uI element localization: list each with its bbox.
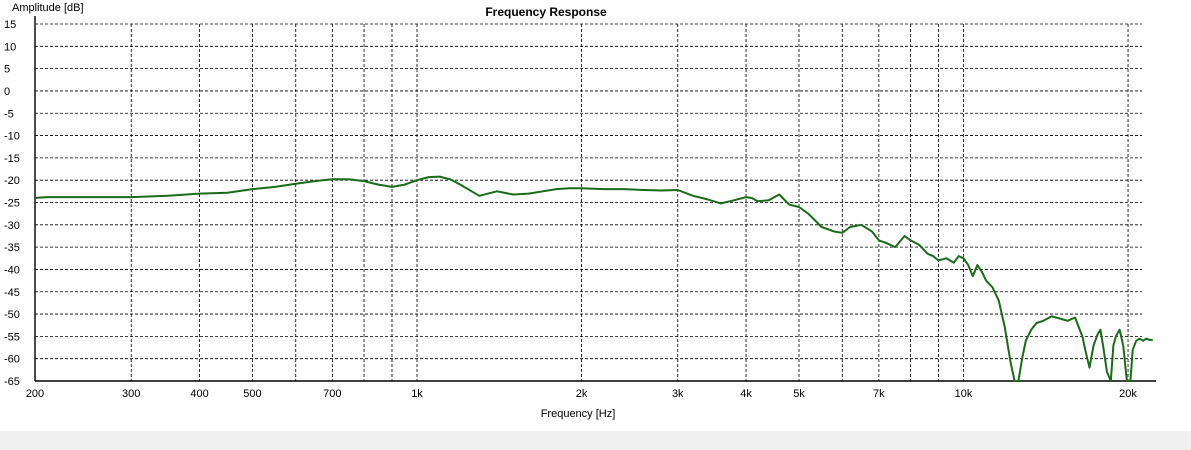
y-tick-label: 5 [4,64,10,76]
x-tick-label: 4k [740,388,752,400]
x-axis-label: Frequency [Hz] [541,408,616,420]
y-tick-label: -5 [4,108,14,120]
frequency-response-chart: 15 10 5 0 -5 -10 -15 -20 -25 -30 -35 -40 -45 -50 -55 -6… [4,2,1156,420]
y-tick-labels: 15 10 5 0 -5 -10 -15 -20 -25 -30 -35 -40 -45 -50 -55 -6… [4,19,20,388]
y-tick-label: -20 [4,175,20,187]
y-axis-label: Amplitude [dB] [12,2,84,14]
x-tick-label: 5k [793,388,805,400]
grid [35,23,1142,381]
y-tick-label: -50 [4,309,20,321]
chart-title: Frequency Response [485,5,607,19]
frequency-response-line [34,175,1153,382]
x-tick-label: 10k [955,388,973,400]
axes [34,16,1156,382]
x-tick-labels: 200 300 400 500 700 1k 2k 3k 4k 5k 7k 10k 20k [26,388,1138,400]
y-tick-label: -65 [4,376,20,388]
y-tick-label: -45 [4,287,20,299]
x-tick-label: 300 [122,388,140,400]
y-tick-label: -60 [4,354,20,366]
y-tick-label: -35 [4,242,20,254]
bottom-strip [0,431,1191,450]
y-tick-label: 0 [4,86,10,98]
x-tick-label: 20k [1119,388,1137,400]
y-tick-label: 15 [4,19,16,31]
series-layer [34,175,1153,382]
y-tick-label: -30 [4,220,20,232]
x-tick-label: 500 [243,388,261,400]
y-tick-label: 10 [4,41,16,53]
x-tick-label: 3k [672,388,684,400]
plot-panel: 15 10 5 0 -5 -10 -15 -20 -25 -30 -35 -40 -45 -50 -55 -6… [4,2,1156,420]
x-tick-label: 7k [873,388,885,400]
x-tick-label: 2k [576,388,588,400]
y-tick-label: -15 [4,153,20,165]
x-tick-label: 200 [26,388,44,400]
x-tick-label: 700 [323,388,341,400]
x-tick-label: 400 [190,388,208,400]
y-tick-label: -55 [4,331,20,343]
x-tick-label: 1k [411,388,423,400]
y-tick-label: -40 [4,264,20,276]
y-tick-label: -25 [4,198,20,210]
y-tick-label: -10 [4,131,20,143]
